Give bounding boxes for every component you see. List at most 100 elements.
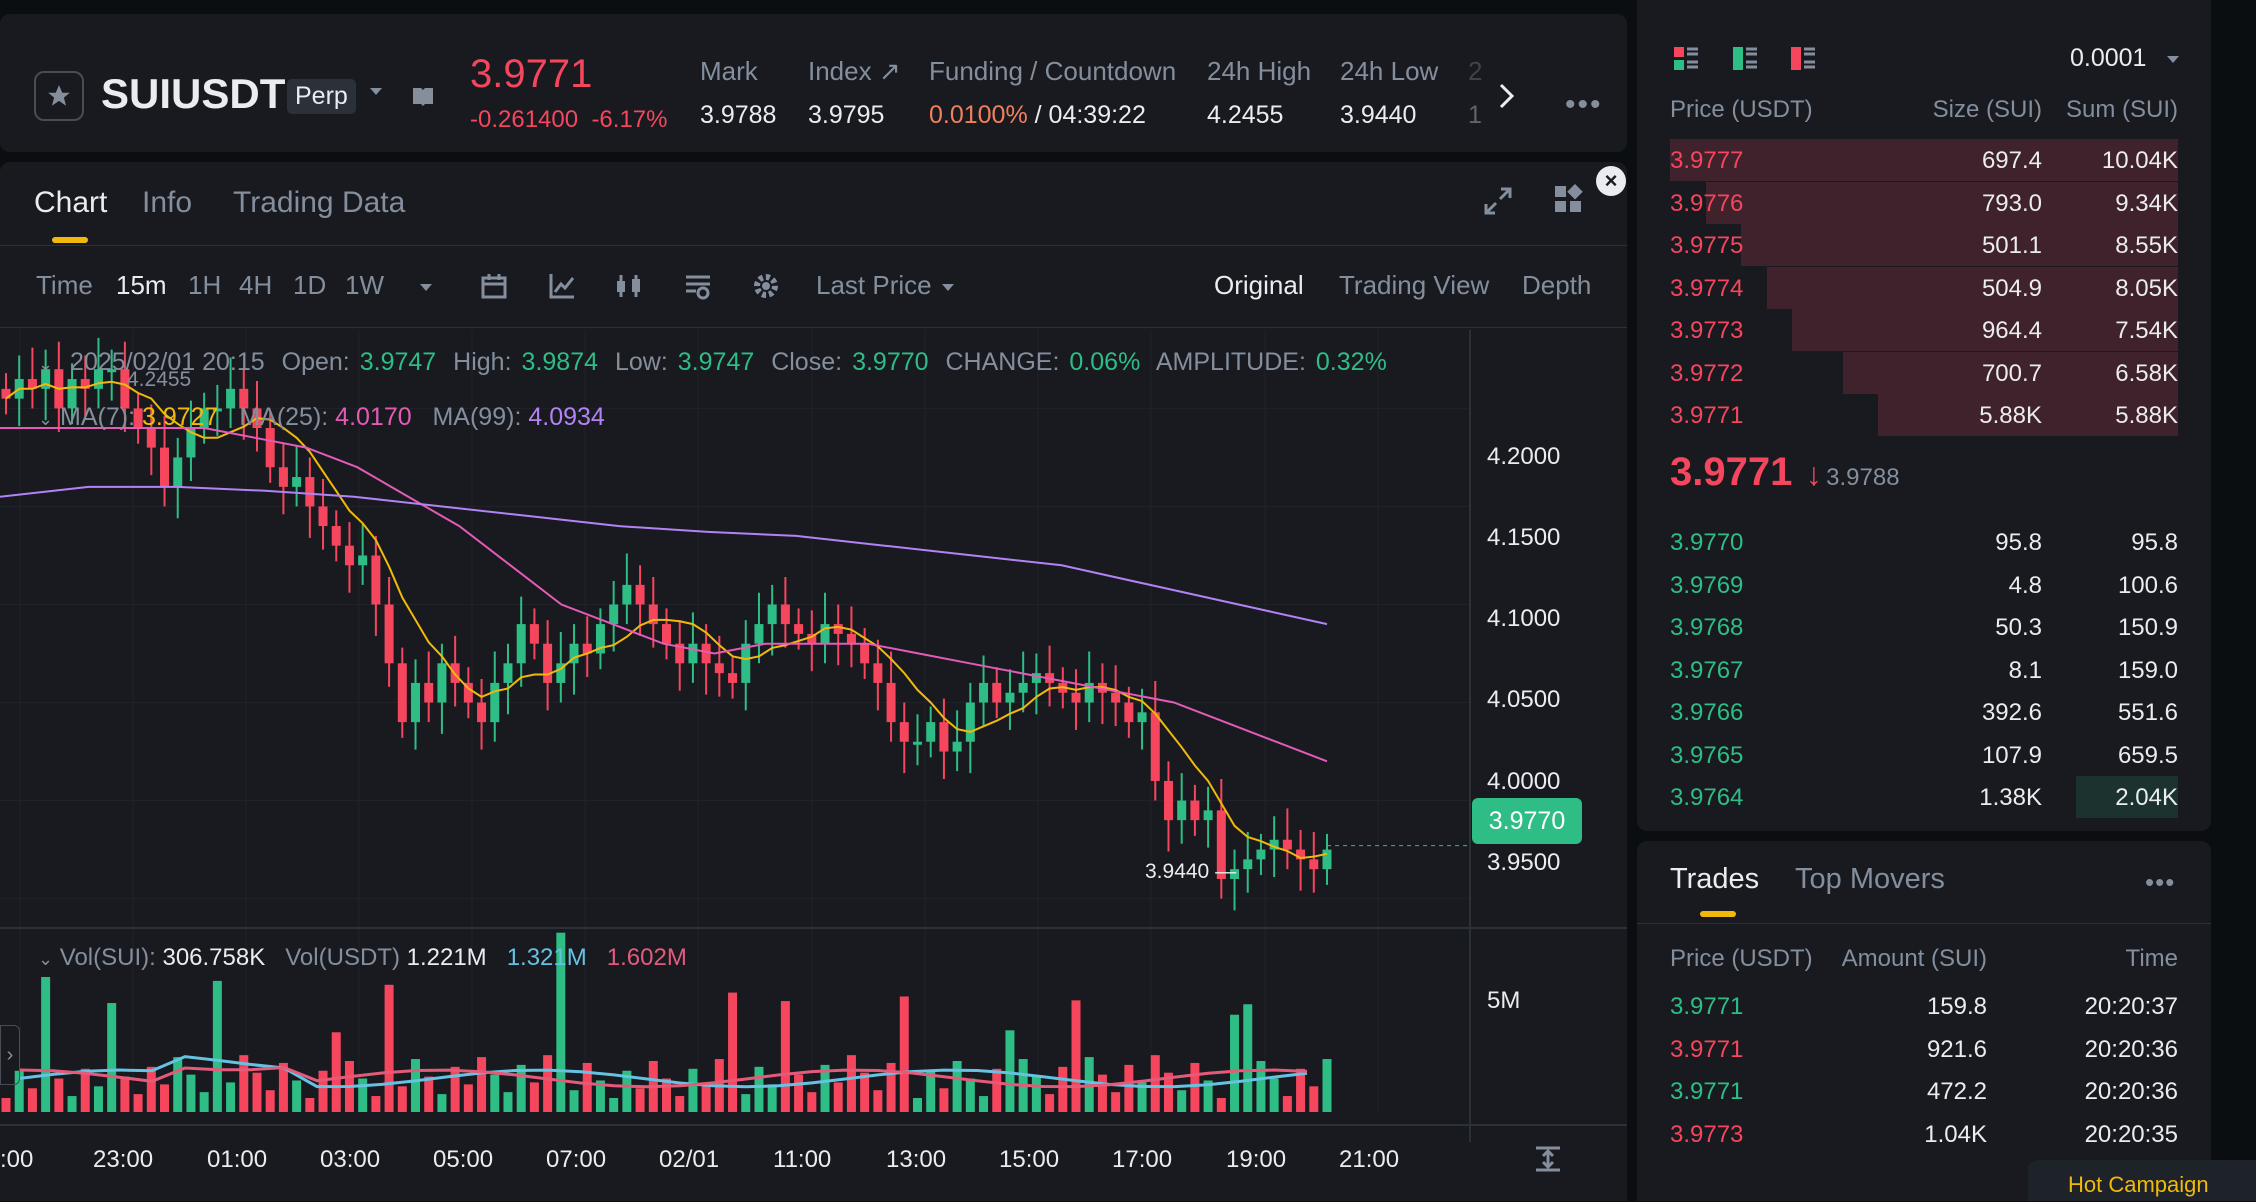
candle-body	[1216, 810, 1226, 879]
close-icon[interactable]: ×	[1596, 166, 1626, 196]
mid-price: 3.9771	[1670, 450, 1793, 494]
candle-body	[1, 388, 11, 399]
interval-4h[interactable]: 4H	[239, 270, 273, 300]
volume-bar	[886, 1062, 896, 1112]
trade-amount: 159.8	[1926, 993, 1987, 1020]
ask-row[interactable]: 3.9772 700.7 6.58K	[1637, 351, 2211, 394]
ask-row[interactable]: 3.9777 697.4 10.04K	[1637, 139, 2211, 181]
ma99-line	[0, 485, 1328, 626]
more-icon[interactable]: •••	[2145, 867, 2176, 897]
interval-15m[interactable]: 15m	[116, 270, 167, 300]
bid-row[interactable]: 3.9765 107.9 659.5	[1637, 734, 2211, 776]
favorite-button[interactable]	[34, 71, 84, 121]
auto-scale-icon[interactable]	[1533, 1145, 1563, 1173]
volume-legend: ⌄ Vol(SUI): 306.758K Vol(USDT) 1.221M 1.…	[38, 944, 687, 972]
bid-row[interactable]: 3.9769 4.8 100.6	[1637, 564, 2211, 606]
volume-bar	[952, 1060, 962, 1112]
interval-1h[interactable]: 1H	[188, 270, 222, 300]
mid-mark-price[interactable]: 3.9788	[1826, 464, 1900, 491]
calendar-icon[interactable]	[480, 272, 508, 300]
candle-body	[1137, 712, 1147, 723]
candle-body	[569, 643, 579, 664]
tab-top-movers[interactable]: Top Movers	[1795, 863, 1945, 895]
vol-ma-line	[19, 1065, 1308, 1089]
bid-row[interactable]: 3.9770 95.8 95.8	[1637, 521, 2211, 563]
stat-value: 1	[1468, 101, 1482, 129]
gear-icon[interactable]	[752, 272, 780, 300]
template-icon[interactable]	[683, 272, 713, 300]
stat-funding[interactable]: Funding / Countdown 0.0100% / 04:39:22	[929, 56, 1176, 130]
volume-bar	[807, 1092, 817, 1112]
hot-campaign-banner[interactable]: Hot Campaign	[2028, 1160, 2256, 1201]
book-asks-icon[interactable]	[1790, 46, 1816, 72]
ask-row[interactable]: 3.9774 504.9 8.05K	[1637, 266, 2211, 309]
candlestick-icon[interactable]	[614, 272, 644, 300]
view-original[interactable]: Original	[1214, 270, 1304, 300]
interval-1d[interactable]: 1D	[293, 270, 327, 300]
stat-index[interactable]: Index ↗ 3.9795	[808, 56, 901, 130]
tab-info[interactable]: Info	[142, 186, 193, 219]
collapse-chevron-icon[interactable]: ⌄	[38, 949, 54, 969]
bid-row[interactable]: 3.9768 50.3 150.9	[1637, 606, 2211, 648]
y-tick: 4.0000	[1487, 768, 1561, 795]
ask-row[interactable]: 3.9776 793.0 9.34K	[1637, 181, 2211, 224]
candle-body	[107, 369, 117, 373]
trade-time: 20:20:35	[2084, 1120, 2178, 1148]
price-type-select[interactable]: Last Price	[816, 270, 932, 300]
stat-value: 3.9788	[700, 101, 777, 129]
price-chart[interactable]	[0, 330, 1627, 1202]
collapse-chevron-icon[interactable]: ⌄	[38, 354, 54, 374]
volume-bar	[635, 1088, 645, 1112]
book-icon[interactable]	[412, 86, 434, 106]
ob-header-sum: Sum (SUI)	[2065, 96, 2178, 123]
indicator-icon[interactable]	[548, 272, 576, 300]
view-depth[interactable]: Depth	[1522, 270, 1592, 300]
volume-bar	[1296, 1068, 1306, 1112]
candle-body	[93, 369, 103, 389]
candle-body	[609, 604, 619, 625]
candle-body	[1269, 839, 1279, 850]
depth-bar	[1843, 351, 2178, 394]
bid-row[interactable]: 3.9766 392.6 551.6	[1637, 691, 2211, 733]
collapse-chevron-icon[interactable]: ⌄	[38, 409, 54, 429]
book-both-icon[interactable]	[1673, 46, 1699, 72]
tab-trading-data[interactable]: Trading Data	[233, 186, 406, 219]
bid-size: 50.3	[1995, 614, 2042, 641]
ob-header-size: Size (SUI)	[1932, 96, 2042, 123]
volume-bar	[688, 1068, 698, 1112]
depth-bar	[1741, 224, 2178, 266]
more-icon[interactable]: •••	[1565, 88, 1603, 121]
ask-row[interactable]: 3.9775 501.1 8.55K	[1637, 224, 2211, 266]
bid-row[interactable]: 3.9767 8.1 159.0	[1637, 649, 2211, 691]
candle-body	[278, 467, 288, 487]
candle-body	[41, 369, 51, 389]
expand-sidebar-button[interactable]: ›	[0, 1025, 20, 1085]
chevron-down-icon[interactable]	[2165, 54, 2181, 66]
chevron-right-icon[interactable]	[1498, 82, 1516, 110]
bid-row[interactable]: 3.9764 1.38K 2.04K	[1637, 776, 2211, 818]
chevron-down-icon[interactable]	[368, 86, 384, 98]
tab-chart[interactable]: Chart	[34, 186, 108, 219]
interval-1w[interactable]: 1W	[345, 270, 384, 300]
high-label: High:	[453, 348, 512, 376]
candle-body	[1243, 859, 1253, 870]
symbol-name[interactable]: SUIUSDT	[101, 70, 286, 117]
ask-row[interactable]: 3.9773 964.4 7.54K	[1637, 309, 2211, 351]
chevron-down-icon[interactable]	[940, 282, 956, 294]
fullscreen-icon[interactable]	[1483, 186, 1513, 216]
vol-sui-label: Vol(SUI):	[59, 944, 156, 971]
book-bids-icon[interactable]	[1732, 46, 1758, 72]
contract-type-badge: Perp	[287, 79, 356, 114]
y-tick: 4.1000	[1487, 605, 1561, 632]
ask-row[interactable]: 3.9771 5.88K 5.88K	[1637, 394, 2211, 436]
chevron-down-icon[interactable]	[418, 282, 434, 294]
tab-trades[interactable]: Trades	[1670, 863, 1760, 895]
layout-icon[interactable]	[1553, 184, 1583, 214]
precision-select[interactable]: 0.0001	[2070, 44, 2147, 72]
candle-body	[437, 663, 447, 703]
stat-mark[interactable]: Mark 3.9788	[700, 56, 776, 130]
candle-body	[952, 741, 962, 752]
view-trading-view[interactable]: Trading View	[1339, 270, 1490, 300]
bid-sum: 95.8	[2131, 529, 2178, 556]
volume-bar	[912, 1098, 922, 1112]
